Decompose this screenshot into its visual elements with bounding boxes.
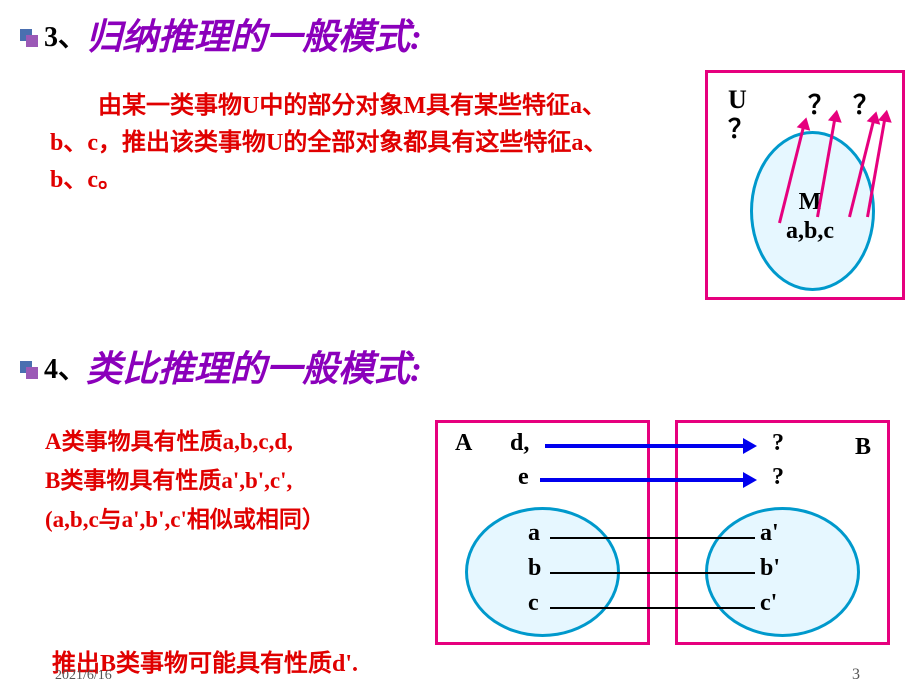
bullet-icon	[20, 29, 40, 49]
footer-date: 2021/6/16	[55, 668, 112, 684]
m-label: M a,b,c	[786, 188, 834, 246]
q-b1: ?	[772, 430, 784, 457]
b-item-a: a'	[760, 520, 779, 547]
line-c: (a,b,c与a',b',c'相似或相同）	[45, 500, 435, 539]
diagram-inductive: U？ ？ ？ M a,b,c	[705, 70, 905, 300]
section1-body: 由某一类事物U中的部分对象M具有某些特征a、b、c，推出该类事物U的全部对象都具…	[50, 88, 620, 200]
b-label: B	[855, 434, 871, 461]
heading-3-title: 归纳推理的一般模式:	[86, 17, 422, 57]
abc-text: a,b,c	[786, 218, 834, 244]
e-label: e	[518, 464, 529, 491]
section2-body: A类事物具有性质a,b,c,d, B类事物具有性质a',b',c', (a,b,…	[45, 422, 435, 539]
u-label: U？	[728, 85, 754, 145]
a-item-c: c	[528, 590, 539, 617]
heading-4-title: 类比推理的一般模式:	[86, 349, 422, 389]
a-item-a: a	[528, 520, 540, 547]
line-c	[550, 607, 755, 609]
q-b2: ?	[772, 464, 784, 491]
d-label: d,	[510, 430, 529, 457]
line-b: B类事物具有性质a',b',c',	[45, 461, 435, 500]
b-item-c: c'	[760, 590, 777, 617]
arrow-d	[545, 444, 745, 448]
diagram-analogy: A B d, e ? ? a b c a' b' c'	[435, 420, 910, 650]
arrow-e	[540, 478, 745, 482]
heading-4-number: 4、	[44, 354, 86, 385]
bullet-icon	[20, 361, 40, 381]
footer-page: 3	[852, 666, 860, 684]
heading-4: 4、类比推理的一般模式:	[20, 340, 920, 392]
a-label: A	[455, 430, 472, 457]
line-b	[550, 572, 755, 574]
line-a	[550, 537, 755, 539]
a-item-b: b	[528, 555, 541, 582]
b-item-b: b'	[760, 555, 780, 582]
heading-3-number: 3、	[44, 22, 86, 53]
line-a: A类事物具有性质a,b,c,d,	[45, 422, 435, 461]
heading-3: 3、归纳推理的一般模式:	[20, 8, 920, 60]
